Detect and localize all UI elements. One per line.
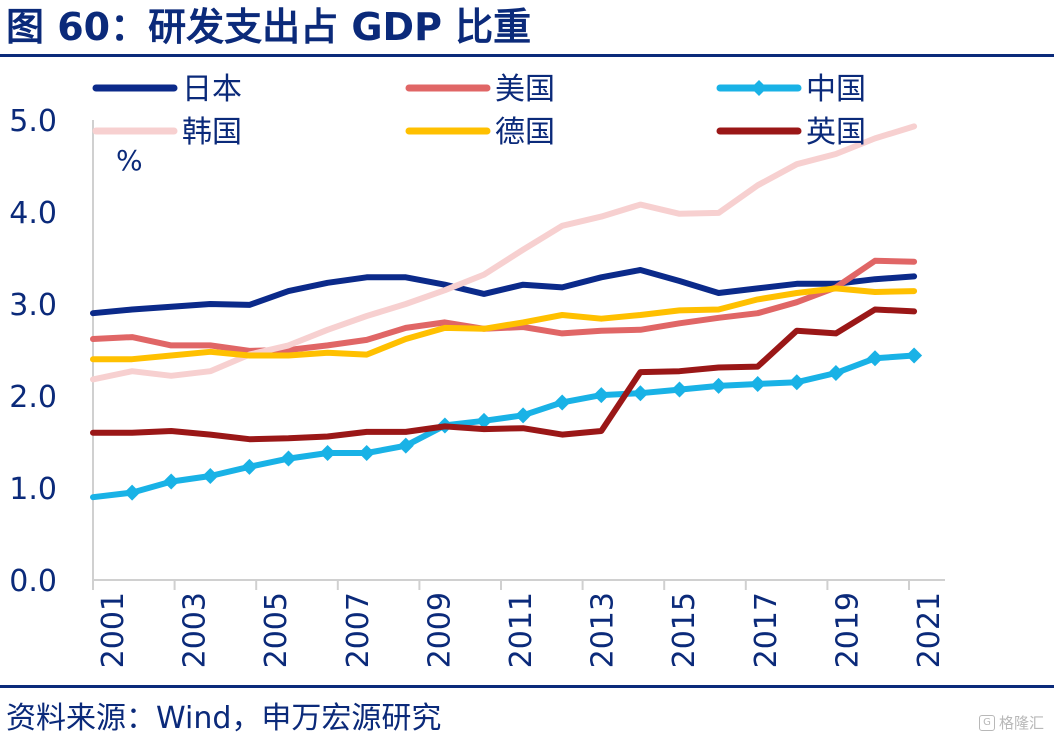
data-point-中国 bbox=[749, 376, 766, 393]
y-tick-label: 1.0 bbox=[9, 472, 57, 507]
y-tick-label: 5.0 bbox=[9, 104, 57, 139]
legend-marker bbox=[751, 80, 767, 96]
data-point-中国 bbox=[241, 458, 258, 475]
legend-label: 英国 bbox=[806, 115, 866, 150]
legend-label: 中国 bbox=[806, 72, 866, 107]
watermark: G 格隆汇 bbox=[978, 712, 1044, 733]
series-line-中国 bbox=[90, 352, 918, 501]
legend-label: 日本 bbox=[182, 72, 242, 107]
x-tick-label: 2021 bbox=[912, 592, 947, 668]
y-tick-label: 0.0 bbox=[9, 564, 57, 599]
data-point-中国 bbox=[397, 437, 414, 454]
x-tick-label: 2007 bbox=[341, 592, 376, 668]
data-point-中国 bbox=[202, 468, 219, 485]
series-line-日本 bbox=[90, 267, 918, 317]
y-tick-label: 4.0 bbox=[9, 196, 57, 231]
data-point-中国 bbox=[515, 407, 532, 424]
watermark-text: 格隆汇 bbox=[998, 714, 1044, 732]
x-tick-label: 2011 bbox=[504, 592, 539, 668]
legend-label: 德国 bbox=[495, 115, 555, 150]
legend-item-日本: 日本 bbox=[92, 72, 242, 107]
data-point-中国 bbox=[671, 381, 688, 398]
x-tick-label: 2005 bbox=[259, 592, 294, 668]
data-point-中国 bbox=[906, 347, 923, 364]
title-rule bbox=[0, 54, 1054, 57]
x-tick-label: 2001 bbox=[96, 592, 131, 668]
line-chart: 0.0 1.0 2.0 3.0 4.0 5.0% 2001 2003 2005 2007 2009 2… bbox=[9, 72, 947, 668]
x-tick-label: 2015 bbox=[667, 592, 702, 668]
data-point-中国 bbox=[358, 445, 375, 462]
data-point-中国 bbox=[280, 450, 297, 467]
x-tick-label: 2009 bbox=[422, 592, 457, 668]
series-line-韩国 bbox=[90, 123, 918, 383]
data-point-中国 bbox=[554, 394, 571, 411]
chart-title: 图 60：研发支出占 GDP 比重 bbox=[6, 5, 532, 49]
x-tick-label: 2019 bbox=[830, 592, 865, 668]
data-point-中国 bbox=[124, 484, 141, 501]
data-point-中国 bbox=[788, 374, 805, 391]
series-line-英国 bbox=[90, 306, 918, 443]
y-tick-label: 3.0 bbox=[9, 288, 57, 323]
legend-item-韩国: 韩国 bbox=[92, 115, 242, 150]
source-rule bbox=[0, 685, 1054, 688]
legend-item-德国: 德国 bbox=[405, 115, 555, 150]
data-point-中国 bbox=[163, 473, 180, 490]
y-tick-label: 2.0 bbox=[9, 380, 57, 415]
legend-item-英国: 英国 bbox=[716, 115, 866, 150]
y-unit-label: % bbox=[116, 144, 143, 177]
data-point-中国 bbox=[710, 377, 727, 394]
legend-item-美国: 美国 bbox=[405, 72, 555, 107]
source-note: 资料来源：Wind，申万宏源研究 bbox=[6, 701, 442, 736]
watermark-logo-icon: G bbox=[978, 714, 995, 731]
data-point-中国 bbox=[827, 365, 844, 381]
data-point-中国 bbox=[867, 350, 883, 367]
x-tick-label: 2003 bbox=[178, 592, 213, 668]
data-point-中国 bbox=[593, 387, 610, 404]
series-line-德国 bbox=[90, 285, 918, 363]
data-point-中国 bbox=[632, 385, 649, 402]
data-point-中国 bbox=[319, 445, 336, 462]
x-tick-label: 2017 bbox=[749, 592, 784, 668]
legend-item-中国: 中国 bbox=[716, 72, 866, 107]
legend-label: 美国 bbox=[495, 72, 555, 107]
x-tick-label: 2013 bbox=[586, 592, 621, 668]
legend-label: 韩国 bbox=[182, 115, 242, 150]
data-point-中国 bbox=[476, 412, 492, 429]
